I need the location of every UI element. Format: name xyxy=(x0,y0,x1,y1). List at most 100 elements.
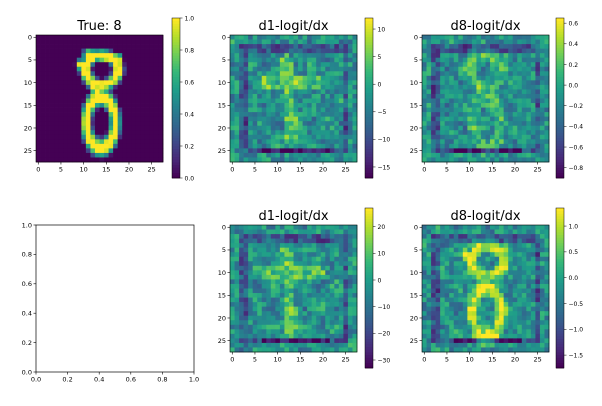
heatmap-cell xyxy=(490,324,495,330)
heatmap-cell xyxy=(311,62,317,68)
heatmap-cell xyxy=(239,152,244,158)
heatmap-cell xyxy=(298,252,303,258)
heatmap-cell xyxy=(485,302,491,307)
heatmap-cell xyxy=(426,320,432,326)
heatmap-cell xyxy=(311,252,317,258)
heatmap-cell xyxy=(334,302,340,307)
heatmap-cell xyxy=(338,148,344,154)
heatmap-cell xyxy=(279,57,285,63)
heatmap-cell xyxy=(279,80,285,86)
heatmap-cell xyxy=(270,44,276,49)
heatmap-cell xyxy=(458,315,464,321)
heatmap-cell xyxy=(494,98,500,104)
heatmap-cell xyxy=(36,157,41,163)
heatmap-cell xyxy=(338,71,344,77)
colorbar-segment xyxy=(365,148,373,152)
heatmap-cell xyxy=(36,44,41,49)
heatmap-cell xyxy=(40,48,46,54)
heatmap-cell xyxy=(476,297,482,303)
heatmap-cell xyxy=(422,143,427,149)
heatmap-cell xyxy=(539,320,545,326)
heatmap-cell xyxy=(490,279,495,285)
heatmap-cell xyxy=(45,62,50,68)
heatmap-cell xyxy=(144,48,150,54)
heatmap-cell xyxy=(239,80,244,86)
heatmap-cell xyxy=(126,48,132,54)
heatmap-cell xyxy=(311,98,317,104)
heatmap-cell xyxy=(72,107,78,113)
heatmap-cell xyxy=(453,66,459,72)
heatmap-cell xyxy=(467,256,473,262)
heatmap-cell xyxy=(480,256,486,262)
heatmap-cell xyxy=(338,293,344,298)
colorbar-segment xyxy=(172,79,180,83)
heatmap-cell xyxy=(494,121,500,127)
heatmap-cell xyxy=(435,306,441,312)
heatmap-cell xyxy=(67,125,73,131)
colorbar-segment xyxy=(556,226,564,230)
heatmap-cell xyxy=(539,243,545,249)
heatmap-cell xyxy=(476,247,482,253)
colorbar-segment xyxy=(365,34,373,38)
heatmap-cell xyxy=(288,35,294,40)
colorbar-tick-label: −0.5 xyxy=(569,301,584,308)
heatmap-cell xyxy=(261,279,267,285)
heatmap-cell xyxy=(338,279,344,285)
heatmap-cell xyxy=(311,279,317,285)
heatmap-cell xyxy=(521,80,527,86)
x-tick-label: 15 xyxy=(296,166,304,174)
heatmap-cell xyxy=(58,66,64,72)
heatmap-cell xyxy=(471,98,477,104)
heatmap-cell xyxy=(81,134,87,140)
colorbar-segment xyxy=(556,127,564,131)
heatmap-cell xyxy=(435,270,441,276)
y-tick-label: 10 xyxy=(410,79,418,87)
heatmap-cell xyxy=(252,75,258,81)
colorbar-segment xyxy=(365,68,373,72)
colorbar-segment xyxy=(172,148,180,152)
colorbar-segment xyxy=(556,248,564,252)
heatmap-cell xyxy=(270,152,276,158)
heatmap-cell xyxy=(144,107,150,113)
heatmap-cell xyxy=(279,270,285,276)
heatmap-cell xyxy=(307,125,312,131)
heatmap-cell xyxy=(422,98,427,104)
heatmap-cell xyxy=(494,270,500,276)
heatmap-cell xyxy=(338,80,344,86)
heatmap-cell xyxy=(117,75,123,81)
heatmap-cell xyxy=(517,139,523,145)
heatmap-cell xyxy=(426,238,432,244)
heatmap-cell xyxy=(90,139,96,145)
heatmap-cell xyxy=(94,84,100,90)
heatmap-cell xyxy=(343,48,349,54)
heatmap-cell xyxy=(131,48,137,54)
heatmap-cell xyxy=(471,71,477,77)
colorbar-segment xyxy=(172,58,180,62)
heatmap-cell xyxy=(284,39,290,45)
heatmap-cell xyxy=(257,134,263,140)
heatmap-cell xyxy=(503,256,509,262)
heatmap-cell xyxy=(347,98,353,104)
heatmap-cell xyxy=(58,98,64,104)
heatmap-cell xyxy=(539,125,545,131)
heatmap-cell xyxy=(539,283,545,289)
heatmap-cell xyxy=(440,347,446,353)
heatmap-cell xyxy=(239,247,244,253)
heatmap-cell xyxy=(431,139,436,145)
colorbar-tick-label: 20 xyxy=(378,224,386,231)
heatmap-cell xyxy=(54,139,60,145)
heatmap-cell xyxy=(252,139,258,145)
heatmap-cell xyxy=(494,238,500,244)
heatmap-cell xyxy=(279,265,285,271)
heatmap-cell xyxy=(467,143,473,149)
heatmap-cell xyxy=(503,302,509,307)
heatmap-cell xyxy=(338,93,344,99)
heatmap-cell xyxy=(512,256,518,262)
heatmap-cell xyxy=(334,324,340,330)
colorbar-segment xyxy=(172,159,180,163)
heatmap-cell xyxy=(298,306,303,312)
heatmap-cell xyxy=(444,53,450,59)
y-tick-label: 0 xyxy=(222,224,226,232)
heatmap-cell xyxy=(521,329,527,335)
heatmap-cell xyxy=(453,93,459,99)
